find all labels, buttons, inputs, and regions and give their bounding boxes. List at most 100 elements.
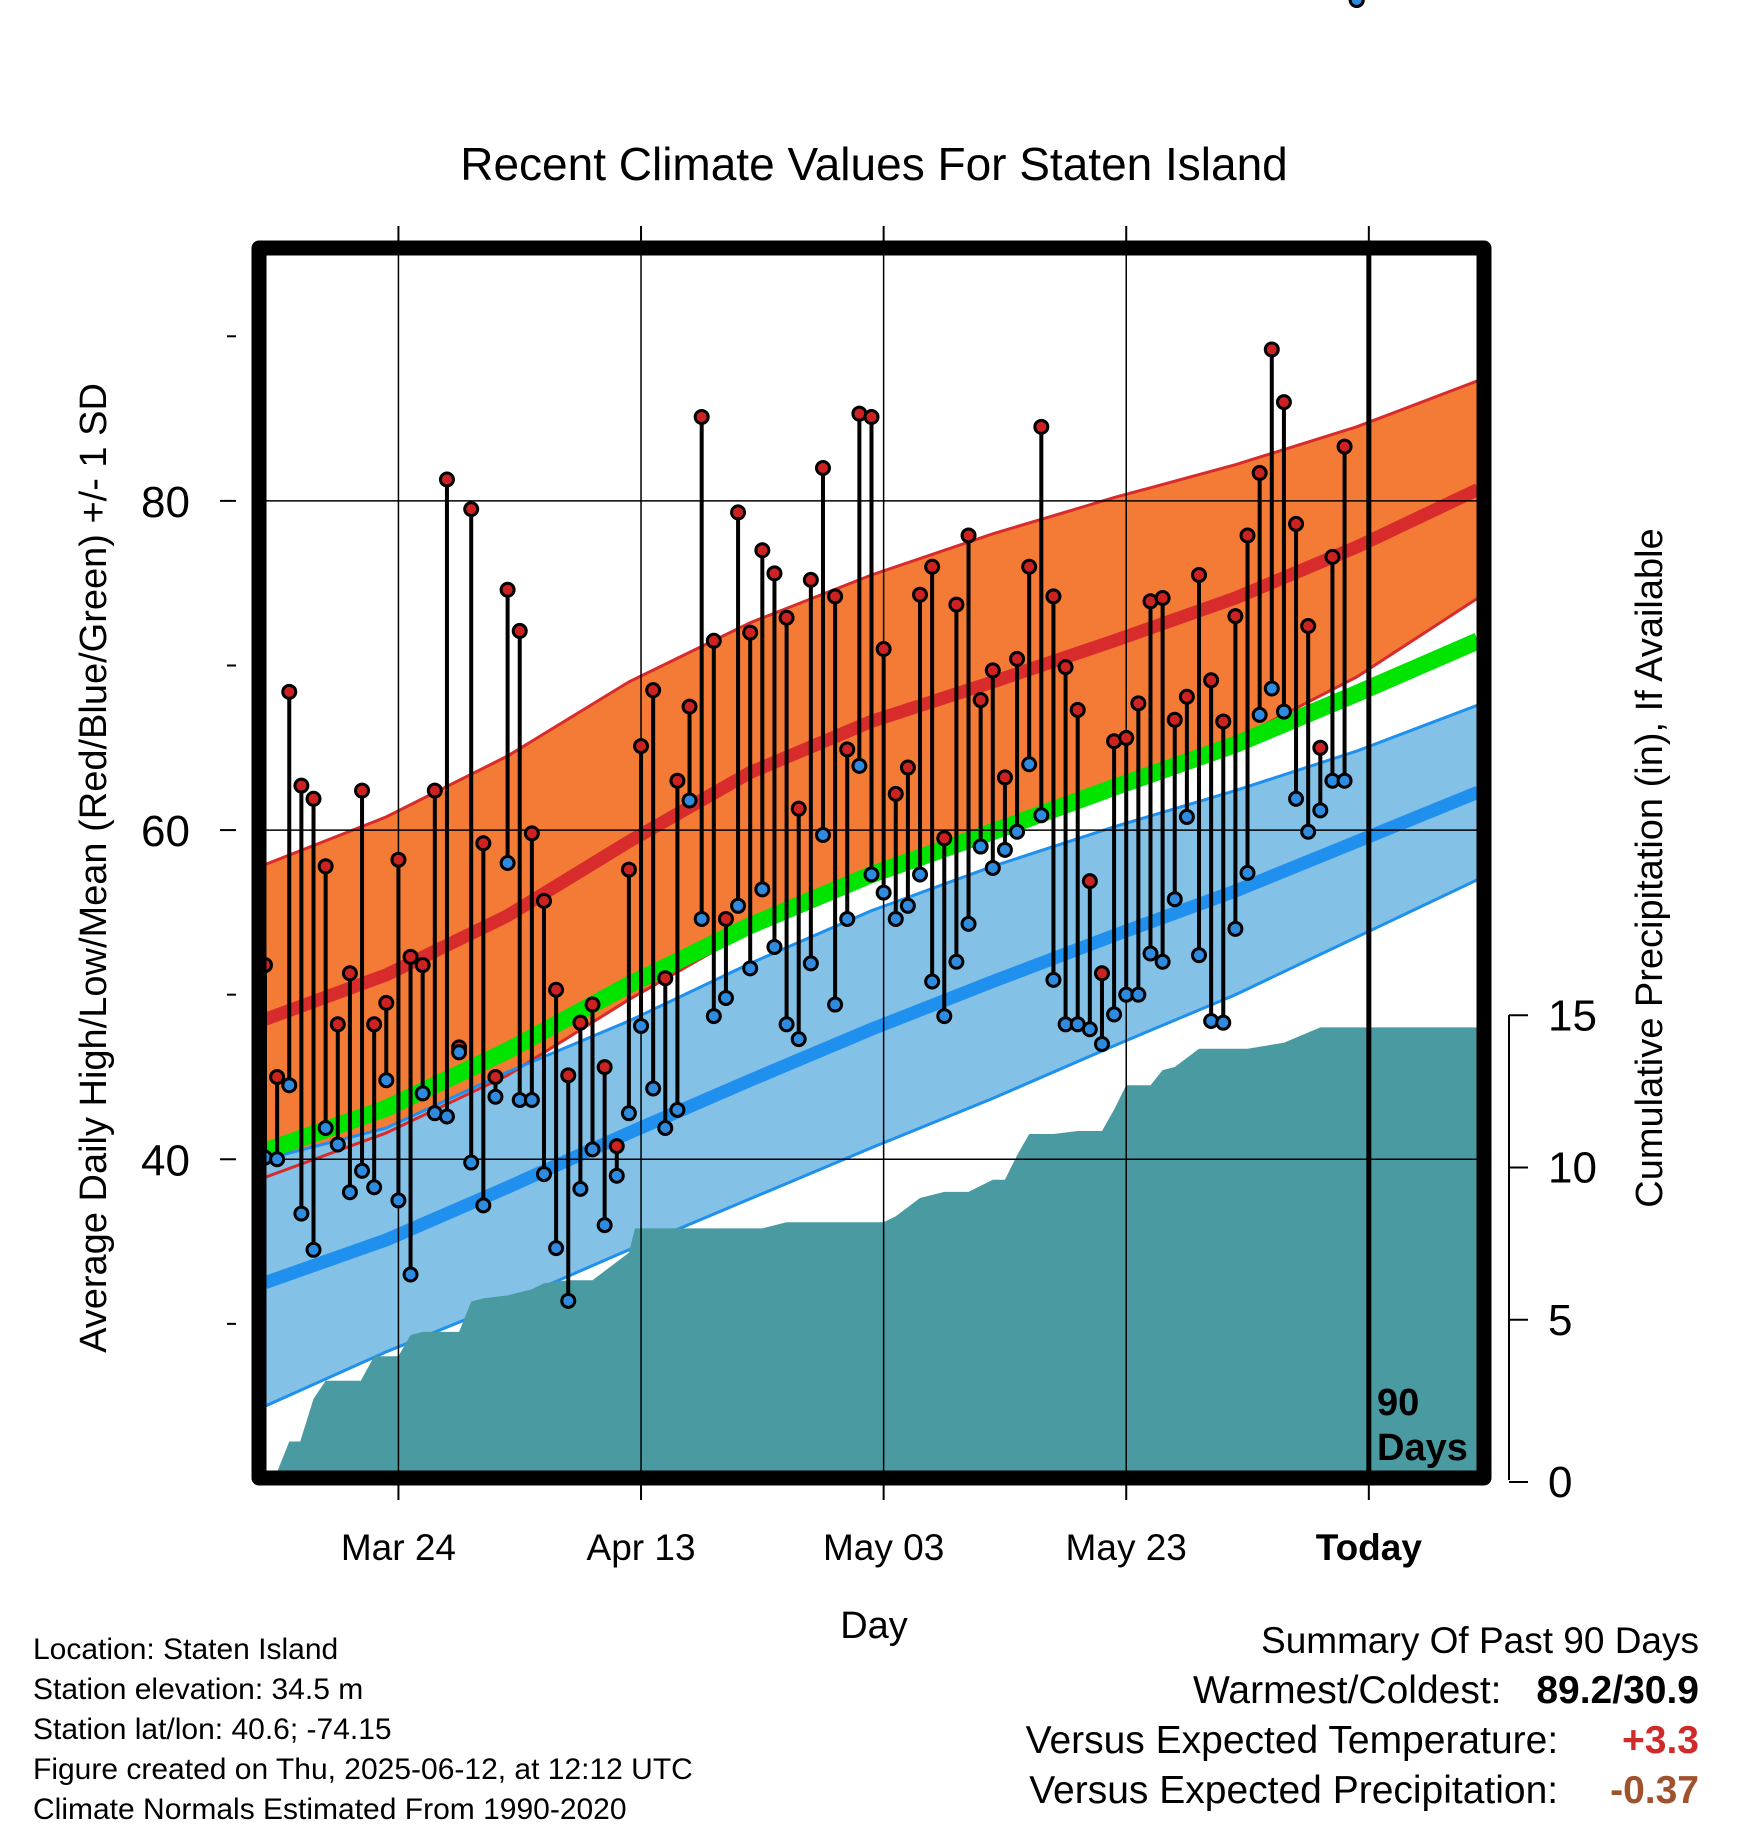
- daily-high-point: [1239, 527, 1256, 544]
- today-marker-label-count: 90: [1377, 1382, 1419, 1424]
- daily-high-point: [596, 1059, 613, 1076]
- daily-low-point: [633, 1017, 650, 1034]
- daily-low-point: [608, 1167, 625, 1184]
- daily-high-point: [620, 861, 637, 878]
- daily-low-point: [535, 1166, 552, 1183]
- daily-high-point: [499, 581, 516, 598]
- daily-high-point: [996, 769, 1013, 786]
- daily-high-point: [269, 1068, 286, 1085]
- x-tick-label: Apr 13: [587, 1527, 696, 1568]
- daily-high-point: [960, 527, 977, 544]
- daily-low-point: [354, 1162, 371, 1179]
- daily-low-point: [523, 1092, 540, 1109]
- daily-high-point: [1275, 394, 1292, 411]
- daily-high-point: [354, 782, 371, 799]
- precip-anomaly-value: -0.37: [1610, 1769, 1699, 1812]
- daily-high-point: [1009, 650, 1026, 667]
- daily-low-point: [366, 1179, 383, 1196]
- axes: 40 60 80 0 5 10 15 Mar 24 Apr 13 May 03 May 23 Toda…: [141, 226, 1597, 1568]
- daily-high-point: [645, 682, 662, 699]
- daily-low-point: [390, 1192, 407, 1209]
- station-latlon: Station lat/lon: 40.6; -74.15: [33, 1713, 392, 1746]
- daily-high-point: [390, 851, 407, 868]
- daily-high-point: [1093, 965, 1110, 982]
- daily-low-point: [778, 1016, 795, 1033]
- daily-high-point: [899, 759, 916, 776]
- daily-high-point: [1166, 711, 1183, 728]
- daily-high-point: [414, 957, 431, 974]
- daily-high-point: [366, 1016, 383, 1033]
- daily-high-point: [1021, 558, 1038, 575]
- daily-low-point: [717, 989, 734, 1006]
- daily-low-point: [451, 1044, 468, 1061]
- daily-low-point: [730, 897, 747, 914]
- daily-low-point: [742, 960, 759, 977]
- x-tick-label: May 23: [1066, 1527, 1187, 1568]
- low-plus-sd-line: [265, 703, 1478, 1161]
- daily-low-point: [1348, 0, 1365, 8]
- summary-heading: Summary Of Past 90 Days: [1261, 1620, 1699, 1661]
- daily-low-point: [475, 1197, 492, 1214]
- daily-high-point: [827, 588, 844, 605]
- daily-high-point: [1263, 341, 1280, 358]
- station-location: Location: Staten Island: [33, 1633, 339, 1666]
- daily-low-point: [1093, 1036, 1110, 1053]
- daily-low-point: [269, 1151, 286, 1168]
- normal-low-line: [265, 786, 1478, 1289]
- daily-low-point: [693, 910, 710, 927]
- daily-high-point: [766, 565, 783, 582]
- daily-high-point: [560, 1067, 577, 1084]
- daily-high-point: [608, 1138, 625, 1155]
- cumulative-precip-area: [277, 1027, 1478, 1472]
- daily-high-point: [317, 858, 334, 875]
- daily-low-point: [1178, 808, 1195, 825]
- daily-low-point: [827, 996, 844, 1013]
- daily-low-point: [1336, 772, 1353, 789]
- daily-low-point: [487, 1088, 504, 1105]
- daily-low-point: [802, 955, 819, 972]
- daily-high-point: [972, 692, 989, 709]
- daily-high-point: [511, 622, 528, 639]
- daily-low-point: [936, 1008, 953, 1025]
- daily-low-point: [293, 1205, 310, 1222]
- daily-low-point: [1215, 1014, 1232, 1031]
- daily-high-point: [1154, 590, 1171, 607]
- x-tick-label: May 03: [823, 1527, 944, 1568]
- observed-series: [257, 0, 1365, 1309]
- daily-low-point: [1045, 971, 1062, 988]
- daily-high-point: [402, 948, 419, 965]
- daily-high-point: [936, 830, 953, 847]
- daily-high-point: [948, 596, 965, 613]
- daily-high-point: [984, 662, 1001, 679]
- daily-low-point: [341, 1184, 358, 1201]
- daily-low-point: [754, 881, 771, 898]
- daily-low-point: [972, 838, 989, 855]
- daily-high-point: [1045, 588, 1062, 605]
- daily-low-point: [1166, 891, 1183, 908]
- y2-tick-label: 0: [1548, 1458, 1572, 1507]
- daily-high-point: [487, 1068, 504, 1085]
- daily-high-point: [523, 825, 540, 842]
- daily-high-point: [814, 459, 831, 476]
- station-elevation: Station elevation: 34.5 m: [33, 1673, 364, 1706]
- daily-high-point: [341, 965, 358, 982]
- y-tick-label: 60: [141, 807, 190, 856]
- today-marker-label-days: Days: [1377, 1427, 1468, 1469]
- daily-high-point: [1191, 566, 1208, 583]
- daily-low-point: [887, 910, 904, 927]
- daily-high-point: [378, 994, 395, 1011]
- daily-low-point: [984, 859, 1001, 876]
- daily-high-point: [1336, 438, 1353, 455]
- daily-low-point: [1263, 680, 1280, 697]
- daily-high-point: [1227, 608, 1244, 625]
- daily-high-point: [802, 571, 819, 588]
- daily-high-point: [669, 772, 686, 789]
- summary-temp-anomaly: Versus Expected Temperature: +3.3: [1026, 1716, 1699, 1766]
- daily-low-point: [851, 757, 868, 774]
- daily-high-point: [1215, 713, 1232, 730]
- daily-low-point: [329, 1136, 346, 1153]
- daily-low-point: [875, 884, 892, 901]
- daily-high-point: [1324, 548, 1341, 565]
- daily-low-point: [1300, 823, 1317, 840]
- y-tick-label: 80: [141, 478, 190, 527]
